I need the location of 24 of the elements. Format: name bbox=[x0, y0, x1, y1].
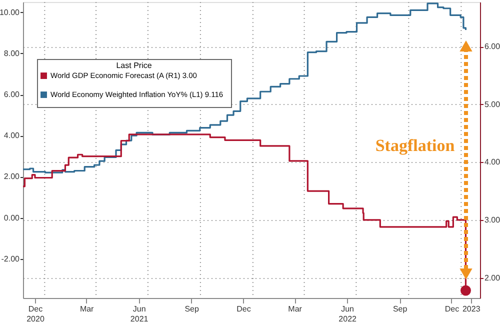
x-tick-label: 2023 bbox=[462, 304, 481, 314]
y2-tick-label: 4.00 bbox=[484, 158, 500, 167]
y2-tick-label: 3.00 bbox=[484, 215, 500, 224]
y-tick-label: 6.00 bbox=[4, 90, 20, 99]
x-tick-label: Sep bbox=[392, 304, 408, 314]
y2-tick-label: 6.00 bbox=[484, 42, 500, 52]
annotation: Stagflation bbox=[375, 136, 456, 155]
y-tick-label: 2.00 bbox=[4, 172, 20, 182]
x-tick-label: Jun 2021 bbox=[130, 304, 149, 323]
y-tick-label: 10.00 bbox=[0, 8, 20, 17]
x-tick-label: Dec 2020 bbox=[26, 304, 45, 323]
y-tick-label: 8.00 bbox=[4, 48, 20, 58]
x-tick-label: Dec bbox=[236, 304, 251, 314]
y-tick-label: 0.00 bbox=[4, 213, 20, 222]
y-tick-label: -2.00 bbox=[1, 254, 20, 264]
x-tick-label: Jun 2022 bbox=[338, 304, 358, 323]
y-tick-label: 4.00 bbox=[4, 131, 20, 140]
x-tick-label: Sep bbox=[184, 304, 200, 314]
x-tick-label: Mar bbox=[288, 304, 302, 314]
y2-tick-label: 5.00 bbox=[484, 100, 500, 109]
x-tick-label: Mar bbox=[80, 304, 94, 314]
x-tick-label: Dec bbox=[444, 304, 460, 314]
y2-tick-label: 2.00 bbox=[484, 273, 500, 282]
legend-title: Last Price bbox=[116, 61, 152, 70]
